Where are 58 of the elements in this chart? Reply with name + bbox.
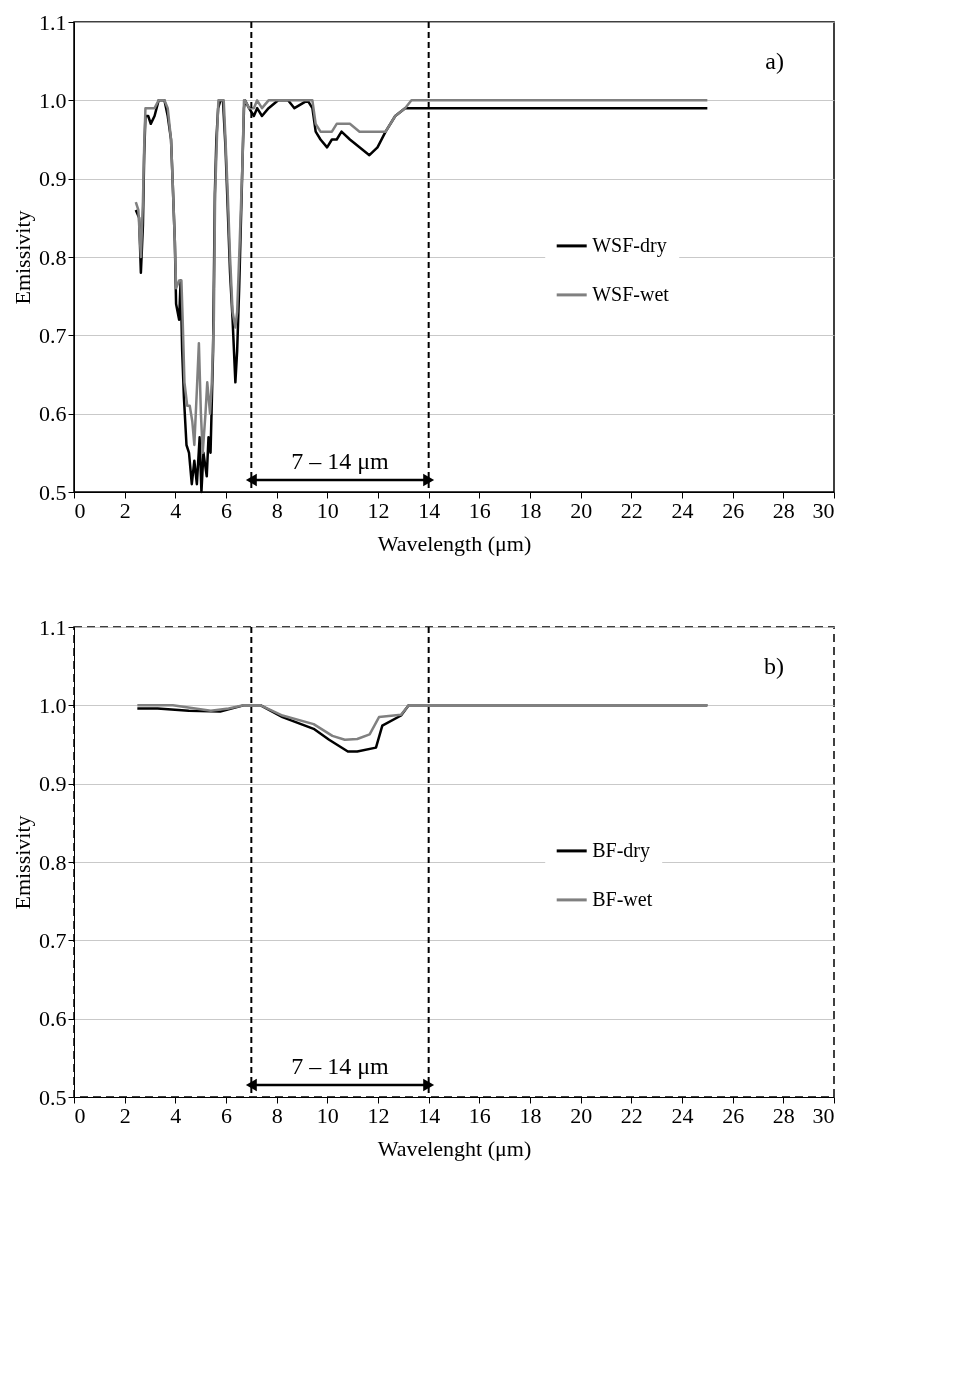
x-tick-label: 30 — [812, 1102, 835, 1128]
x-tick-label: 18 — [519, 497, 542, 523]
x-tick-label: 14 — [418, 1102, 441, 1128]
y-tick-label: 0.9 — [39, 166, 67, 192]
legend-label: WSF-dry — [592, 233, 667, 257]
y-tick-label: 1.1 — [39, 9, 67, 35]
y-tick-label: 0.8 — [39, 849, 67, 875]
x-tick-label: 22 — [620, 1102, 643, 1128]
x-tick-label: 30 — [812, 497, 835, 523]
x-tick-label: 10 — [316, 1102, 339, 1128]
x-tick-label: 0 — [74, 1102, 86, 1128]
annotation: a) — [765, 48, 784, 74]
x-tick-label: 28 — [772, 1102, 795, 1128]
x-tick-label: 6 — [221, 1102, 232, 1128]
x-tick-label: 14 — [418, 497, 441, 523]
legend-label: BF-dry — [592, 838, 650, 862]
x-tick-label: 4 — [170, 497, 182, 523]
x-tick-label: 16 — [468, 497, 491, 523]
x-tick-label: 26 — [722, 1102, 745, 1128]
y-tick-label: 1.0 — [39, 87, 67, 113]
y-axis-title: Emissivity — [10, 210, 35, 305]
x-tick-label: 4 — [170, 1102, 182, 1128]
x-tick-label: 16 — [468, 1102, 491, 1128]
y-tick-label: 1.0 — [39, 692, 67, 718]
x-tick-label: 28 — [772, 497, 795, 523]
legend-label: BF-wet — [592, 887, 653, 910]
x-tick-label: 20 — [570, 1102, 593, 1128]
annotation: b) — [764, 653, 784, 679]
x-tick-label: 0 — [74, 497, 86, 523]
annotation: 7 – 14 μm — [291, 1053, 390, 1079]
y-tick-label: 0.5 — [39, 479, 67, 505]
y-tick-label: 0.9 — [39, 771, 67, 797]
y-tick-label: 0.7 — [39, 927, 67, 953]
x-tick-label: 2 — [119, 1102, 131, 1128]
annotation: 7 – 14 μm — [291, 448, 390, 474]
x-tick-label: 2 — [119, 497, 131, 523]
x-tick-label: 10 — [316, 497, 339, 523]
y-tick-label: 0.5 — [39, 1084, 67, 1110]
x-tick-label: 12 — [367, 497, 390, 523]
y-axis-title: Emissivity — [10, 815, 35, 910]
legend-label: WSF-wet — [592, 282, 670, 305]
x-tick-label: 24 — [671, 497, 694, 523]
y-tick-label: 0.7 — [39, 322, 67, 348]
x-tick-label: 12 — [367, 1102, 390, 1128]
x-tick-label: 22 — [620, 497, 643, 523]
x-tick-label: 8 — [271, 497, 283, 523]
x-tick-label: 26 — [722, 497, 745, 523]
x-tick-label: 24 — [671, 1102, 694, 1128]
x-tick-label: 6 — [221, 497, 232, 523]
x-tick-label: 20 — [570, 497, 593, 523]
y-tick-label: 0.6 — [39, 1006, 67, 1032]
y-tick-label: 0.6 — [39, 401, 67, 427]
y-tick-label: 1.1 — [39, 614, 67, 640]
x-tick-label: 8 — [271, 1102, 283, 1128]
x-axis-title: Wavelength (μm) — [377, 530, 532, 556]
x-tick-label: 18 — [519, 1102, 542, 1128]
y-tick-label: 0.8 — [39, 244, 67, 270]
x-axis-title: Wavelenght (μm) — [377, 1135, 532, 1161]
